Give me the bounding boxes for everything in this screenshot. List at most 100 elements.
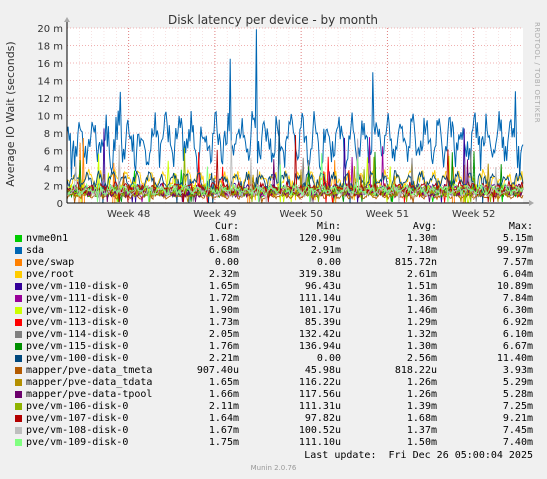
legend-cur-value: 907.40u — [196, 365, 239, 376]
x-tick-label: Week 50 — [280, 209, 323, 220]
legend-series-name: pve/vm-107-disk-0 — [26, 413, 129, 424]
legend-swatch — [15, 295, 22, 302]
legend-row: pve/vm-106-disk-0 2.11m 111.31u 1.39m 7.25m — [0, 401, 547, 413]
legend-max-value: 11.40m — [496, 353, 533, 364]
legend-row: pve/vm-100-disk-0 2.21m 0.00 2.56m 11.40m — [0, 353, 547, 365]
legend-swatch — [15, 283, 22, 290]
legend-swatch — [15, 403, 22, 410]
legend-max-value: 6.04m — [502, 269, 533, 280]
legend-avg-value: 1.68m — [406, 413, 437, 424]
y-tick-label: 6 m — [44, 147, 63, 158]
legend-series-name: mapper/pve-data_tmeta — [26, 365, 153, 376]
legend-avg-value: 1.50m — [406, 437, 437, 448]
y-tick-label: 2 m — [44, 182, 63, 193]
legend-series-name: pve/vm-110-disk-0 — [26, 281, 129, 292]
legend-cur-value: 0.00 — [214, 257, 239, 268]
legend-min-value: 2.91m — [310, 245, 341, 256]
legend-min-value: 116.22u — [298, 377, 341, 388]
legend-min-value: 120.90u — [298, 233, 341, 244]
legend-cur-value: 1.73m — [208, 317, 239, 328]
legend-avg-value: 2.61m — [406, 269, 437, 280]
legend-swatch — [15, 355, 22, 362]
legend-min-value: 111.10u — [298, 437, 341, 448]
legend-header-max: Max: — [508, 221, 533, 232]
y-tick-label: 0 — [57, 199, 63, 210]
y-tick-label: 10 m — [37, 112, 63, 123]
legend-avg-value: 1.39m — [406, 401, 437, 412]
legend-min-value: 0.00 — [316, 353, 341, 364]
legend-max-value: 9.21m — [502, 413, 533, 424]
legend-row: pve/vm-115-disk-0 1.76m 136.94u 1.30m 6.67m — [0, 341, 547, 353]
legend-min-value: 132.42u — [298, 329, 341, 340]
y-tick-label: 14 m — [37, 77, 63, 88]
legend-max-value: 7.45m — [502, 425, 533, 436]
legend-avg-value: 1.30m — [406, 341, 437, 352]
legend-row: pve/vm-107-disk-0 1.64m 97.82u 1.68m 9.21m — [0, 413, 547, 425]
legend-swatch — [15, 439, 22, 446]
legend-cur-value: 1.64m — [208, 413, 239, 424]
legend-cur-value: 2.05m — [208, 329, 239, 340]
legend-avg-value: 815.72n — [394, 257, 437, 268]
legend-series-name: pve/vm-112-disk-0 — [26, 305, 129, 316]
legend-max-value: 5.29m — [502, 377, 533, 388]
legend-series-name: nvme0n1 — [26, 233, 69, 244]
legend-row: sda 6.68m 2.91m 7.18m 99.97m — [0, 245, 547, 257]
y-axis-label: Average IO Wait (seconds) — [4, 41, 17, 186]
legend-max-value: 5.28m — [502, 389, 533, 400]
legend-swatch — [15, 367, 22, 374]
legend-row: nvme0n1 1.68m 120.90u 1.30m 5.15m — [0, 233, 547, 245]
last-update: Last update: Fri Dec 26 05:00:04 2025 — [304, 450, 533, 461]
legend-cur-value: 6.68m — [208, 245, 239, 256]
legend-swatch — [15, 271, 22, 278]
legend-header: Cur: Min: Avg: Max: — [0, 221, 547, 233]
legend-series-name: pve/vm-108-disk-0 — [26, 425, 129, 436]
legend-series-name: mapper/pve-data-tpool — [26, 389, 153, 400]
legend-min-value: 85.39u — [304, 317, 341, 328]
legend-max-value: 5.15m — [502, 233, 533, 244]
munin-version: Munin 2.0.76 — [250, 464, 297, 472]
legend-cur-value: 1.76m — [208, 341, 239, 352]
legend-row: pve/swap 0.00 0.00 815.72n 7.57m — [0, 257, 547, 269]
legend-min-value: 319.38u — [298, 269, 341, 280]
legend-series-name: pve/vm-113-disk-0 — [26, 317, 129, 328]
chart-area: Disk latency per device - by month Avera… — [0, 0, 547, 221]
legend-row: mapper/pve-data-tpool 1.66m 117.56u 1.26m 5.… — [0, 389, 547, 401]
legend-min-value: 117.56u — [298, 389, 341, 400]
legend-avg-value: 2.56m — [406, 353, 437, 364]
legend-cur-value: 1.66m — [208, 389, 239, 400]
rrdtool-watermark: RRDTOOL / TOBI OETIKER — [533, 22, 541, 124]
legend-swatch — [15, 379, 22, 386]
legend-min-value: 45.98u — [304, 365, 341, 376]
legend-row: pve/vm-113-disk-0 1.73m 85.39u 1.29m 6.92m — [0, 317, 547, 329]
legend-avg-value: 1.46m — [406, 305, 437, 316]
legend-max-value: 10.89m — [496, 281, 533, 292]
legend-avg-value: 7.18m — [406, 245, 437, 256]
legend-swatch — [15, 343, 22, 350]
legend-swatch — [15, 331, 22, 338]
legend-header-min: Min: — [316, 221, 341, 232]
legend-series-name: pve/vm-115-disk-0 — [26, 341, 129, 352]
legend-max-value: 6.30m — [502, 305, 533, 316]
legend-series-name: pve/root — [26, 269, 75, 280]
legend-row: pve/vm-109-disk-0 1.75m 111.10u 1.50m 7.40m — [0, 437, 547, 449]
legend-series-name: mapper/pve-data_tdata — [26, 377, 153, 388]
legend-swatch — [15, 391, 22, 398]
x-tick-label: Week 51 — [366, 209, 409, 220]
legend-swatch — [15, 307, 22, 314]
legend-swatch — [15, 319, 22, 326]
legend-series-name: pve/vm-106-disk-0 — [26, 401, 129, 412]
legend-row: pve/vm-112-disk-0 1.90m 101.17u 1.46m 6.30m — [0, 305, 547, 317]
legend-min-value: 111.31u — [298, 401, 341, 412]
legend-swatch — [15, 427, 22, 434]
legend-cur-value: 2.11m — [208, 401, 239, 412]
legend-max-value: 7.25m — [502, 401, 533, 412]
legend-max-value: 7.40m — [502, 437, 533, 448]
legend-min-value: 96.43u — [304, 281, 341, 292]
legend-min-value: 100.52u — [298, 425, 341, 436]
legend-min-value: 101.17u — [298, 305, 341, 316]
x-tick-label: Week 49 — [193, 209, 236, 220]
legend-swatch — [15, 415, 22, 422]
legend-row: mapper/pve-data_tmeta 907.40u 45.98u 818.22… — [0, 365, 547, 377]
legend-min-value: 0.00 — [316, 257, 341, 268]
x-tick-labels: Week 48 Week 49 Week 50 Week 51 Week 52 — [107, 209, 495, 220]
